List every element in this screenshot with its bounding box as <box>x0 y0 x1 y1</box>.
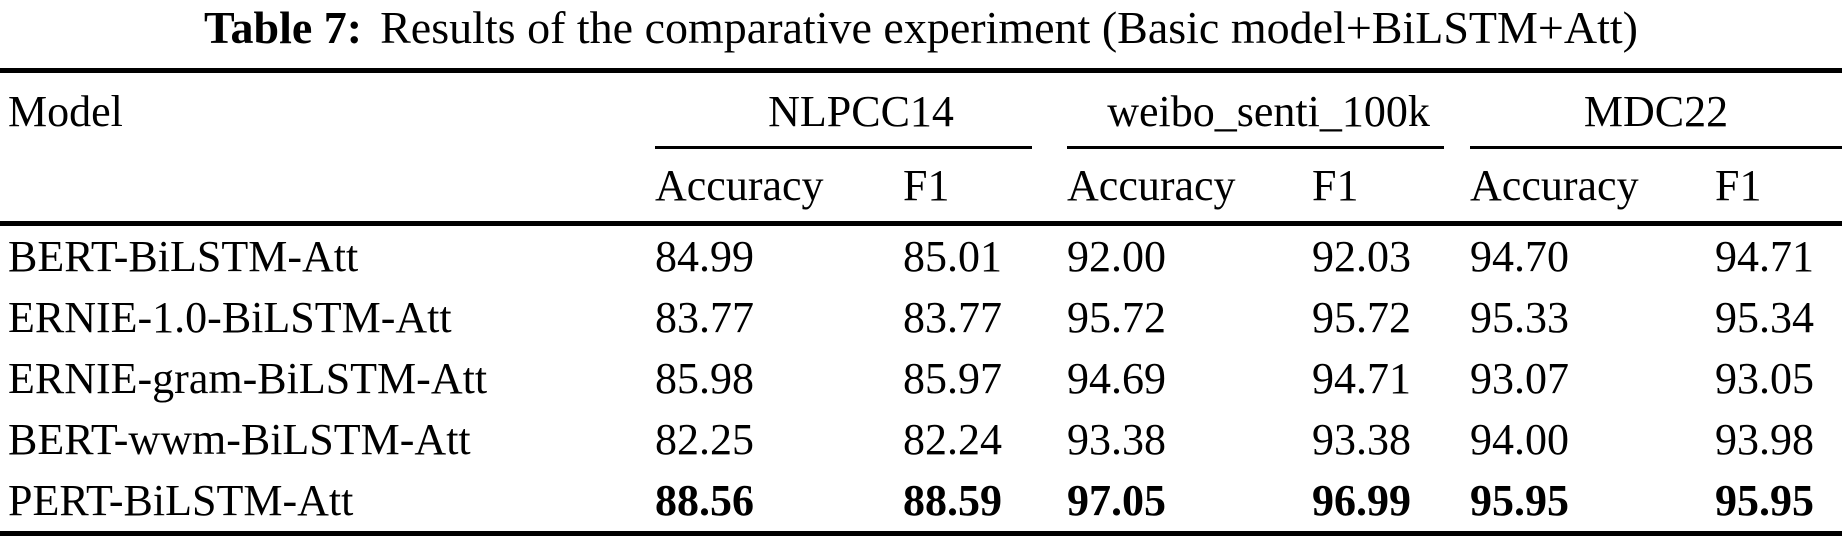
group-header-nlpcc14: NLPCC14 <box>655 71 1067 149</box>
column-header-f1-weibo: F1 <box>1312 149 1471 226</box>
metric-header-spacer <box>0 149 655 226</box>
value-cell: 96.99 <box>1312 476 1412 525</box>
column-header-accuracy-mdc22: Accuracy <box>1470 149 1716 226</box>
value-cell: 95.95 <box>1470 476 1570 525</box>
value-cell: 95.33 <box>1470 293 1570 342</box>
cmidrule-mdc22 <box>1470 146 1842 149</box>
value-cell: 93.38 <box>1312 415 1412 464</box>
value-cell: 88.56 <box>655 476 754 525</box>
value-cell: 95.72 <box>1067 293 1167 342</box>
value-cell: 85.01 <box>903 232 1002 281</box>
value-cell: 83.77 <box>903 293 1002 342</box>
group-header-mdc22-label: MDC22 <box>1583 86 1729 136</box>
value-cell: 88.59 <box>903 476 1002 525</box>
column-header-f1-mdc22: F1 <box>1715 149 1842 226</box>
value-cell: 93.98 <box>1715 415 1815 464</box>
value-cell: 82.25 <box>655 415 754 464</box>
column-header-accuracy-weibo: Accuracy <box>1067 149 1313 226</box>
table-row-pert-bilstm-att: PERT-BiLSTM-Att 88.56 88.59 97.05 96.99 … <box>0 470 1842 534</box>
value-cell: 95.95 <box>1715 476 1815 525</box>
value-cell: 92.00 <box>1067 232 1167 281</box>
value-cell: 84.99 <box>655 232 754 281</box>
results-table: Model NLPCC14 weibo_senti_100k MDC22 Acc… <box>0 68 1842 536</box>
table-row-bert-bilstm-att: BERT-BiLSTM-Att 84.99 85.01 92.00 92.03 … <box>0 224 1842 288</box>
table-row-ernie-gram-bilstm-att: ERNIE-gram-BiLSTM-Att 85.98 85.97 94.69 … <box>0 348 1842 409</box>
group-header-weibo-senti-100k: weibo_senti_100k <box>1067 71 1470 149</box>
column-header-model: Model <box>8 86 123 136</box>
model-cell: ERNIE-1.0-BiLSTM-Att <box>8 293 452 342</box>
model-cell: ERNIE-gram-BiLSTM-Att <box>8 354 488 403</box>
value-cell: 85.98 <box>655 354 754 403</box>
value-cell: 94.00 <box>1470 415 1570 464</box>
model-cell: BERT-wwm-BiLSTM-Att <box>8 415 471 464</box>
group-header-weibo-senti-100k-label: weibo_senti_100k <box>1107 86 1430 136</box>
value-cell: 94.69 <box>1067 354 1167 403</box>
group-header-mdc22: MDC22 <box>1470 71 1842 149</box>
model-cell: BERT-BiLSTM-Att <box>8 232 359 281</box>
value-cell: 93.05 <box>1715 354 1815 403</box>
table-caption-label: Table 7: <box>204 2 363 53</box>
value-cell: 95.72 <box>1312 293 1412 342</box>
cmidrule-nlpcc14 <box>655 146 1033 149</box>
cmidrule-weibo-senti-100k <box>1067 146 1445 149</box>
metric-header-row: Accuracy F1 Accuracy F1 Accuracy F1 <box>0 149 1842 226</box>
column-header-accuracy-nlpcc14: Accuracy <box>655 149 903 226</box>
model-cell: PERT-BiLSTM-Att <box>8 476 354 525</box>
value-cell: 94.70 <box>1470 232 1570 281</box>
group-header-nlpcc14-label: NLPCC14 <box>768 86 954 136</box>
value-cell: 94.71 <box>1312 354 1412 403</box>
value-cell: 97.05 <box>1067 476 1167 525</box>
value-cell: 93.38 <box>1067 415 1167 464</box>
column-header-f1-nlpcc14: F1 <box>903 149 1068 226</box>
table-row-bert-wwm-bilstm-att: BERT-wwm-BiLSTM-Att 82.25 82.24 93.38 93… <box>0 409 1842 470</box>
table-caption-text: Results of the comparative experiment (B… <box>380 2 1638 53</box>
table-row-ernie-1-0-bilstm-att: ERNIE-1.0-BiLSTM-Att 83.77 83.77 95.72 9… <box>0 287 1842 348</box>
value-cell: 95.34 <box>1715 293 1815 342</box>
value-cell: 82.24 <box>903 415 1002 464</box>
value-cell: 92.03 <box>1312 232 1412 281</box>
value-cell: 83.77 <box>655 293 754 342</box>
value-cell: 94.71 <box>1715 232 1815 281</box>
group-header-row: Model NLPCC14 weibo_senti_100k MDC22 <box>0 71 1842 149</box>
table-caption: Table 7: Results of the comparative expe… <box>0 0 1842 68</box>
value-cell: 93.07 <box>1470 354 1570 403</box>
value-cell: 85.97 <box>903 354 1002 403</box>
